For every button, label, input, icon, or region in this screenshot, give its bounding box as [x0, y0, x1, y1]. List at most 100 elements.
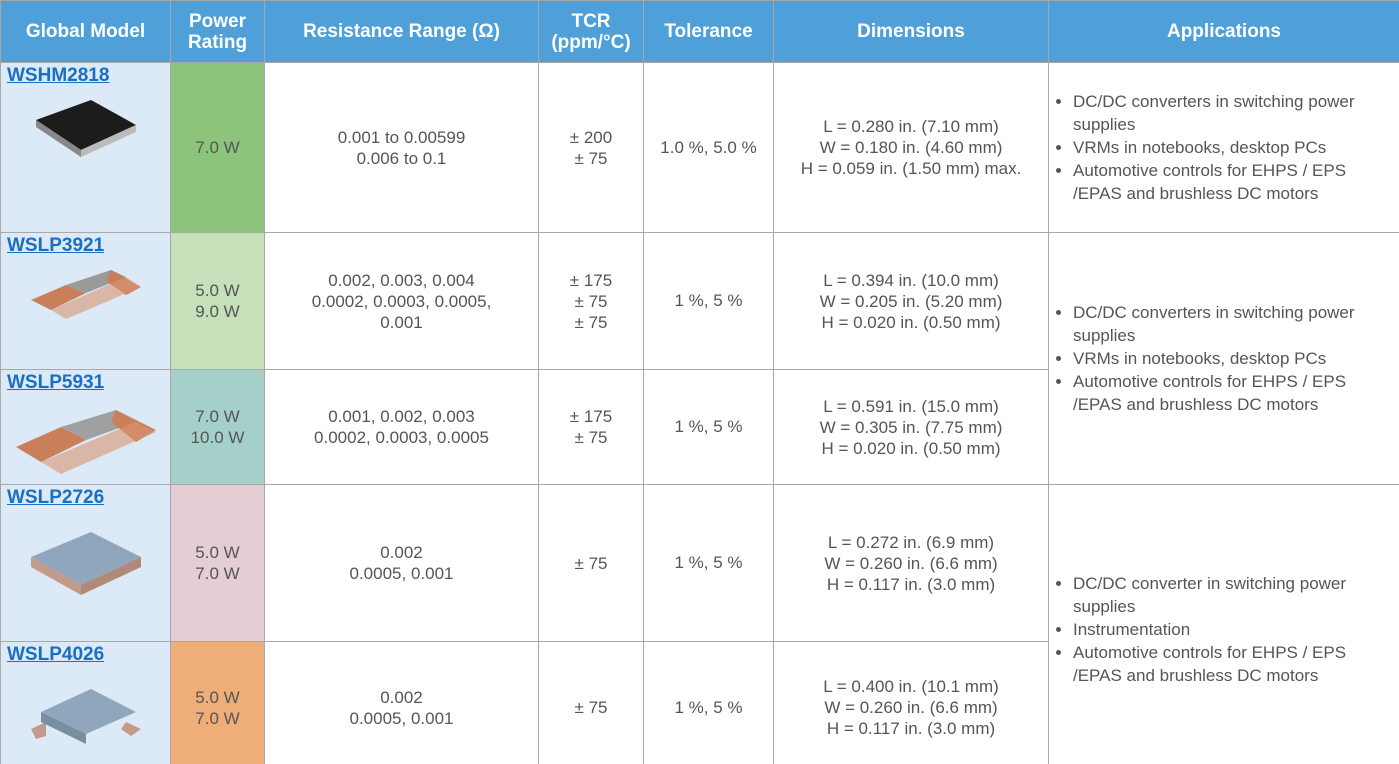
- applications-cell: DC/DC converters in switching power supp…: [1048, 62, 1399, 233]
- applications-cell: DC/DC converters in switching power supp…: [1048, 232, 1399, 485]
- model-cell: WSLP4026: [0, 641, 171, 764]
- application-item: DC/DC converters in switching power supp…: [1073, 301, 1395, 347]
- applications-list: DC/DC converters in switching power supp…: [1053, 301, 1395, 416]
- header-cell: Dimensions: [773, 0, 1049, 63]
- dimension-line: H = 0.020 in. (0.50 mm): [821, 438, 1001, 458]
- header-cell: Power Rating: [170, 0, 265, 63]
- tcr-line: ± 175: [569, 407, 613, 426]
- power-line: 5.0 W: [195, 281, 240, 300]
- dimension-line: W = 0.260 in. (6.6 mm): [824, 553, 998, 573]
- resistance-line: 0.002: [380, 687, 423, 707]
- dimension-line: W = 0.260 in. (6.6 mm): [824, 698, 998, 717]
- application-item: DC/DC converter in switching power suppl…: [1073, 572, 1395, 618]
- tcr-cell: ± 75: [538, 484, 644, 642]
- resistance-line: 0.001: [380, 312, 423, 332]
- header-row: Global Model Power Rating Resistance Range…: [0, 0, 1399, 63]
- tcr-cell: ± 200 ± 75: [538, 62, 644, 233]
- model-cell: WSHM2818: [0, 62, 171, 233]
- model-link[interactable]: WSLP2726: [7, 487, 105, 508]
- tolerance-cell: 1.0 %, 5.0 %: [643, 62, 774, 233]
- model-cell: WSLP3921: [0, 232, 171, 370]
- model-cell: WSLP5931: [0, 369, 171, 485]
- tolerance-cell: 1 %, 5 %: [643, 641, 774, 764]
- resistance-line: 0.006 to 0.1: [356, 148, 447, 168]
- tcr-line: ± 75: [574, 148, 608, 168]
- dimension-line: W = 0.205 in. (5.20 mm): [819, 291, 1003, 311]
- power-line: 9.0 W: [195, 302, 240, 321]
- power-line: 5.0 W: [195, 687, 240, 707]
- dimension-line: W = 0.180 in. (4.60 mm): [819, 138, 1003, 157]
- dimensions-cell: L = 0.280 in. (7.10 mm) W = 0.180 in. (4.…: [773, 62, 1049, 233]
- tolerance-cell: 1 %, 5 %: [643, 232, 774, 370]
- model-link[interactable]: WSLP5931: [7, 372, 105, 393]
- product-row: WSHM2818 7.0 W 0.001 to 0.00599 0.006 to 0.…: [0, 62, 1399, 233]
- product-row: WSLP3921 5.0 W 9.0 W 0.002, 0.003, 0.004 0.0…: [0, 232, 1399, 485]
- resistance-line: 0.001 to 0.00599: [337, 127, 466, 147]
- dimension-line: L = 0.280 in. (7.10 mm): [823, 117, 999, 136]
- resistance-line: 0.0002, 0.0003, 0.0005: [314, 428, 489, 447]
- application-item: VRMs in notebooks, desktop PCs: [1073, 136, 1395, 159]
- product-image: [7, 674, 164, 756]
- tolerance-cell: 1 %, 5 %: [643, 369, 774, 485]
- resistance-line: 0.0005, 0.001: [349, 564, 454, 583]
- resistance-cell: 0.002, 0.003, 0.004 0.0002, 0.0003, 0.000…: [264, 232, 539, 370]
- resistance-line: 0.002: [380, 543, 423, 562]
- application-item: DC/DC converters in switching power supp…: [1073, 90, 1395, 136]
- model-link[interactable]: WSLP4026: [7, 644, 105, 665]
- header-cell: Applications: [1048, 0, 1399, 63]
- tcr-line: ± 75: [574, 291, 608, 311]
- application-item: Instrumentation: [1073, 618, 1395, 641]
- dimension-line: L = 0.394 in. (10.0 mm): [823, 270, 999, 290]
- product-image: [7, 517, 164, 599]
- application-item: Automotive controls for EHPS / EPS /EPAS…: [1073, 159, 1395, 205]
- dimensions-cell: L = 0.400 in. (10.1 mm) W = 0.260 in. (6.…: [773, 641, 1049, 764]
- dimension-line: H = 0.117 in. (3.0 mm): [826, 574, 996, 594]
- resistance-line: 0.002, 0.003, 0.004: [328, 270, 475, 290]
- dimension-line: H = 0.117 in. (3.0 mm): [826, 719, 996, 738]
- power-cell: 5.0 W 7.0 W: [170, 484, 265, 642]
- header-cell: Resistance Range (Ω): [264, 0, 539, 63]
- model-cell: WSLP2726: [0, 484, 171, 642]
- power-line: 7.0 W: [195, 708, 240, 728]
- tcr-line: ± 175: [569, 270, 613, 290]
- tcr-line: ± 75: [574, 428, 608, 447]
- power-line: 7.0 W: [195, 138, 240, 157]
- power-line: 7.0 W: [195, 407, 240, 426]
- product-row: WSLP4026 5.0 W 7.0 W 0.002 0.0005, 0.001 ± 75…: [0, 641, 1399, 764]
- tolerance-cell: 1 %, 5 %: [643, 484, 774, 642]
- application-item: VRMs in notebooks, desktop PCs: [1073, 347, 1395, 370]
- dimensions-cell: L = 0.394 in. (10.0 mm) W = 0.205 in. (5.…: [773, 232, 1049, 370]
- product-image: [7, 95, 164, 167]
- applications-list: DC/DC converter in switching power suppl…: [1053, 572, 1395, 687]
- model-link[interactable]: WSHM2818: [7, 65, 110, 86]
- resistance-line: 0.0002, 0.0003, 0.0005,: [311, 291, 492, 311]
- tcr-line: ± 75: [574, 312, 608, 332]
- application-item: Automotive controls for EHPS / EPS /EPAS…: [1073, 370, 1395, 416]
- tcr-cell: ± 175 ± 75 ± 75: [538, 232, 644, 370]
- product-row: WSLP2726 5.0 W 7.0 W 0.002 0.0005, 0.001 ± 75…: [0, 484, 1399, 764]
- tcr-line: ± 200: [569, 127, 613, 147]
- resistance-line: 0.001, 0.002, 0.003: [328, 407, 475, 426]
- dimension-line: L = 0.272 in. (6.9 mm): [827, 532, 995, 552]
- model-link[interactable]: WSLP3921: [7, 235, 105, 256]
- power-line: 5.0 W: [195, 543, 240, 562]
- header-cell: TCR (ppm/°C): [538, 0, 644, 63]
- dimension-line: W = 0.305 in. (7.75 mm): [819, 417, 1003, 437]
- tcr-line: ± 75: [574, 698, 608, 717]
- tcr-line: ± 75: [574, 553, 608, 573]
- power-cell: 7.0 W 10.0 W: [170, 369, 265, 485]
- dimensions-cell: L = 0.272 in. (6.9 mm) W = 0.260 in. (6.6…: [773, 484, 1049, 642]
- power-cell: 5.0 W 9.0 W: [170, 232, 265, 370]
- tcr-cell: ± 75: [538, 641, 644, 764]
- product-image: [7, 402, 164, 482]
- applications-cell: DC/DC converter in switching power suppl…: [1048, 484, 1399, 764]
- header-cell: Global Model: [0, 0, 171, 63]
- power-cell: 7.0 W: [170, 62, 265, 233]
- header-cell: Tolerance: [643, 0, 774, 63]
- resistance-cell: 0.002 0.0005, 0.001: [264, 641, 539, 764]
- dimension-line: H = 0.059 in. (1.50 mm) max.: [800, 159, 1022, 178]
- product-image: [7, 265, 164, 327]
- resistance-cell: 0.001, 0.002, 0.003 0.0002, 0.0003, 0.000…: [264, 369, 539, 485]
